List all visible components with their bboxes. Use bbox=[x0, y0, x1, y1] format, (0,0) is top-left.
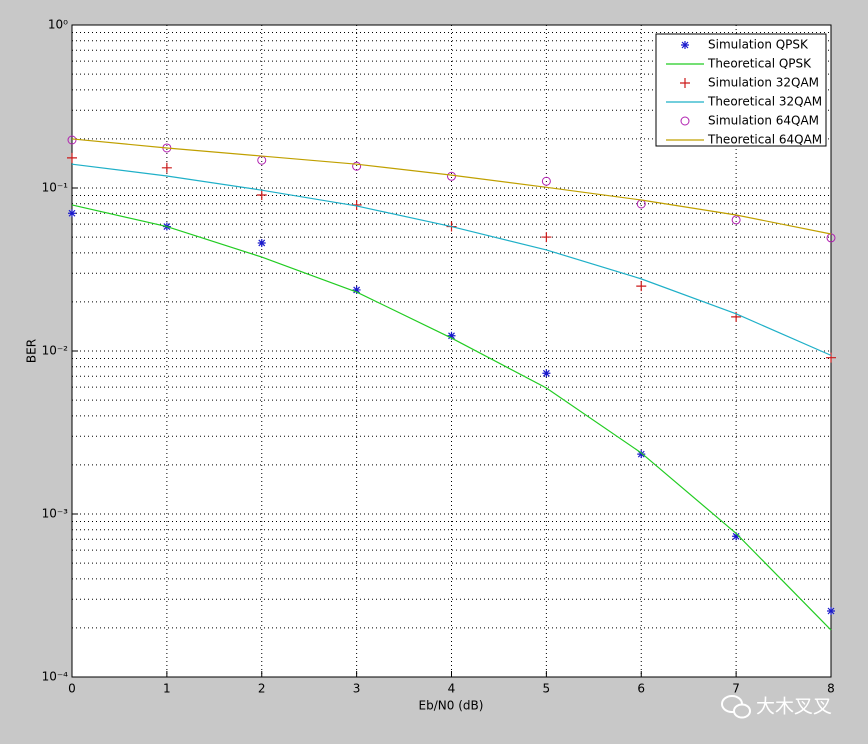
x-tick-label: 4 bbox=[448, 682, 456, 696]
x-tick-label: 7 bbox=[732, 682, 740, 696]
marker bbox=[67, 135, 77, 145]
marker bbox=[637, 450, 646, 459]
marker bbox=[447, 171, 456, 181]
marker bbox=[542, 369, 551, 378]
marker bbox=[257, 238, 266, 247]
marker bbox=[732, 532, 741, 541]
legend: Simulation QPSK Theoretical QPSK Simulatio… bbox=[655, 33, 827, 147]
x-tick-label: 2 bbox=[258, 682, 266, 696]
line bbox=[71, 138, 832, 235]
line bbox=[71, 204, 832, 631]
marker bbox=[68, 209, 76, 218]
marker bbox=[352, 161, 362, 171]
legend-label: Simulation QPSK bbox=[708, 38, 809, 52]
marker bbox=[352, 285, 361, 294]
line bbox=[71, 163, 832, 356]
legend-label: Theoretical 32QAM bbox=[707, 95, 822, 109]
legend-label: Theoretical QPSK bbox=[707, 57, 812, 71]
legend-box bbox=[655, 33, 827, 147]
y-tick-label: 10⁻³ bbox=[42, 507, 69, 521]
x-tick-label: 3 bbox=[353, 682, 361, 696]
marker bbox=[161, 162, 172, 173]
x-tick-label: 8 bbox=[827, 682, 835, 696]
legend-label: Theoretical 64QAM bbox=[707, 133, 822, 147]
x-tick-label: 6 bbox=[637, 682, 645, 696]
legend-label: Simulation 64QAM bbox=[708, 114, 819, 128]
y-tick-label: 10⁻⁴ bbox=[42, 670, 69, 684]
watermark: 大木叉叉 bbox=[756, 696, 832, 718]
marker bbox=[680, 116, 690, 126]
marker bbox=[541, 232, 552, 243]
marker bbox=[447, 331, 456, 340]
marker bbox=[681, 41, 689, 49]
x-tick-label: 1 bbox=[163, 682, 171, 696]
marker bbox=[67, 152, 77, 163]
marker bbox=[541, 176, 551, 186]
marker bbox=[636, 281, 647, 292]
x-tick-label: 0 bbox=[68, 682, 76, 696]
y-axis-label: BER bbox=[25, 339, 39, 363]
x-axis-label: Eb/N0 (dB) bbox=[419, 699, 484, 713]
legend-label: Simulation 32QAM bbox=[708, 76, 819, 90]
marker bbox=[827, 607, 835, 616]
marker bbox=[680, 78, 690, 88]
y-tick-label: 10⁰ bbox=[48, 18, 68, 32]
y-tick-label: 10⁻² bbox=[42, 344, 69, 358]
plot-frame bbox=[71, 24, 832, 678]
marker bbox=[826, 352, 836, 363]
y-tick-label: 10⁻¹ bbox=[42, 181, 69, 195]
x-tick-label: 5 bbox=[543, 682, 551, 696]
marker bbox=[731, 215, 741, 225]
marker bbox=[256, 189, 267, 200]
watermark-icon bbox=[721, 695, 751, 719]
